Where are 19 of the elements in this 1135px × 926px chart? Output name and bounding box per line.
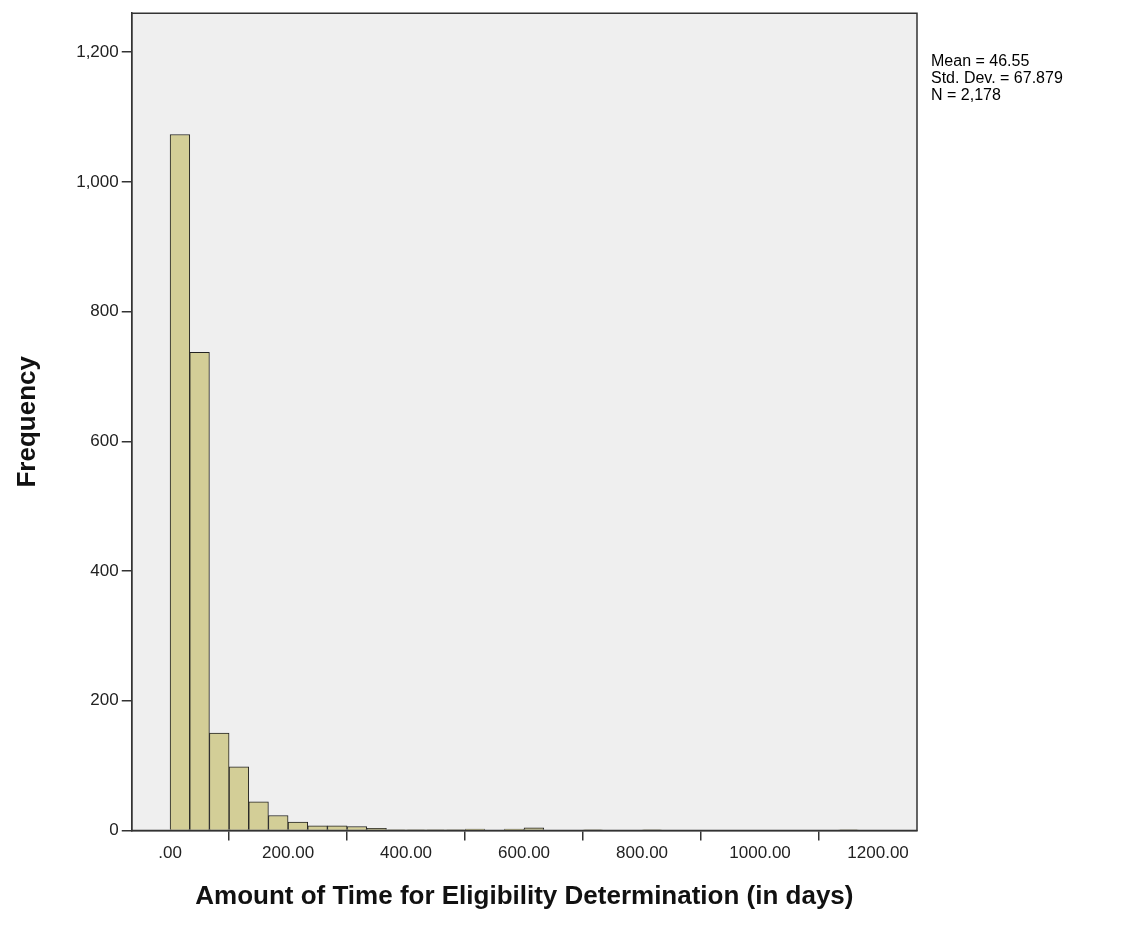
text: Mean = 46.55 <box>931 51 1030 69</box>
text: Std. Dev. = 67.879 <box>931 68 1063 86</box>
x-tick-label: 1000.00 <box>729 843 791 863</box>
x-tick-label: 600.00 <box>498 843 551 863</box>
x-tick-label: 800.00 <box>616 843 669 863</box>
x-tick-label: 400.00 <box>380 843 433 863</box>
y-tick-label: 800 <box>90 301 119 321</box>
y-tick-label: 1,200 <box>76 41 119 61</box>
y-tick-label: 600 <box>90 430 119 450</box>
y-axis-title: Frequency <box>10 355 41 488</box>
x-tick-label: .00 <box>158 843 182 863</box>
x-tick-label: 200.00 <box>262 843 315 863</box>
y-tick-label: 400 <box>90 560 119 580</box>
y-tick-label: 200 <box>90 690 119 710</box>
x-tick-label: 1200.00 <box>847 843 909 863</box>
x-axis-title: Amount of Time for Eligibility Determination (in days) <box>195 879 854 910</box>
text: N = 2,178 <box>931 85 1001 103</box>
y-tick-label: 0 <box>109 820 119 840</box>
y-tick-label: 1,000 <box>76 171 119 191</box>
